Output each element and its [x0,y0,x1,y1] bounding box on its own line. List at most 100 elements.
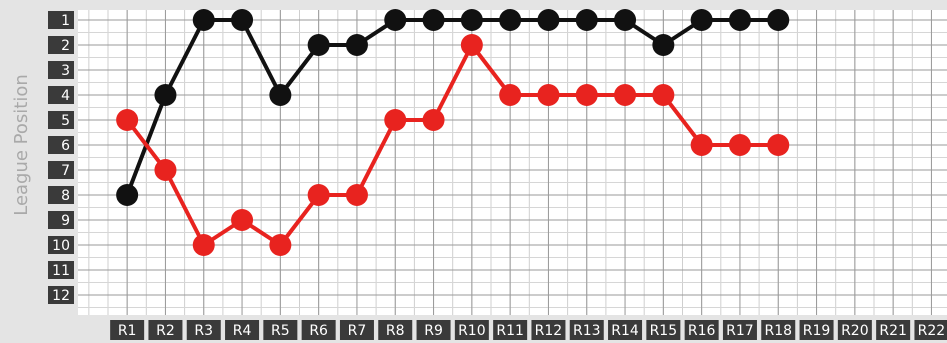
y-tick-box [48,161,74,179]
x-tick-label: R2 [156,323,175,339]
x-tick-box [876,320,911,340]
data-point [269,84,292,106]
x-tick-box [339,320,374,340]
x-tick-box [454,320,489,340]
data-point [307,34,330,56]
y-tick-label: 11 [52,263,70,279]
y-tick-label: 9 [61,213,70,229]
y-tick-label: 3 [61,63,70,79]
data-point [460,9,483,31]
y-tick-box [48,261,74,279]
x-tick-label: R13 [573,323,601,339]
data-point [614,84,637,106]
x-tick-box [837,320,872,340]
x-tick-label: R14 [611,323,639,339]
x-tick-label: R17 [726,323,754,339]
x-tick-box [493,320,528,340]
x-tick-box [148,320,183,340]
y-axis-label: League Position [11,74,32,216]
x-tick-label: R18 [764,323,792,339]
x-tick-label: R10 [458,323,486,339]
x-tick-box [914,320,947,340]
x-tick-label: R7 [348,323,367,339]
data-point [499,9,522,31]
x-tick-label: R6 [309,323,328,339]
x-tick-box [531,320,566,340]
y-tick-box [48,136,74,154]
x-tick-box [569,320,604,340]
x-tick-box [684,320,719,340]
data-point [652,34,675,56]
data-point [537,9,560,31]
x-tick-label: R21 [879,323,907,339]
x-tick-label: R3 [194,323,213,339]
data-point [460,34,483,56]
y-tick-label: 8 [61,188,70,204]
data-point [231,209,254,231]
data-point [575,9,598,31]
data-point [154,159,177,181]
y-tick-box [48,186,74,204]
y-tick-box [48,61,74,79]
data-point [537,84,560,106]
y-tick-box [48,236,74,254]
x-tick-label: R12 [535,323,563,339]
data-point [116,184,139,206]
y-tick-label: 2 [61,38,70,54]
x-tick-box [263,320,298,340]
y-tick-label: 7 [61,163,70,179]
y-tick-label: 4 [61,88,70,104]
x-tick-label: R8 [386,323,405,339]
y-tick-label: 10 [52,238,70,254]
data-point [307,184,330,206]
x-tick-box [416,320,451,340]
data-point [575,84,598,106]
data-point [728,9,751,31]
x-tick-box [378,320,413,340]
y-tick-box [48,211,74,229]
data-point [345,34,368,56]
data-point [384,9,407,31]
x-tick-label: R20 [841,323,869,339]
y-tick-box [48,36,74,54]
data-point [422,9,445,31]
data-point [728,134,751,156]
x-tick-box [110,320,145,340]
data-point [690,9,713,31]
x-tick-box [799,320,834,340]
x-tick-box [646,320,681,340]
y-tick-box [48,86,74,104]
x-tick-label: R5 [271,323,290,339]
data-point [154,84,177,106]
data-point [614,9,637,31]
y-tick-label: 12 [52,288,70,304]
x-tick-box [301,320,336,340]
data-point [345,184,368,206]
y-tick-box [48,286,74,304]
x-tick-label: R19 [803,323,831,339]
data-point [767,9,790,31]
x-tick-label: R15 [650,323,678,339]
x-tick-label: R1 [118,323,137,339]
y-tick-box [48,111,74,129]
data-point [652,84,675,106]
data-point [116,109,139,131]
data-point [384,109,407,131]
data-point [269,234,292,256]
x-tick-label: R11 [496,323,524,339]
data-point [192,234,215,256]
x-tick-box [608,320,643,340]
data-point [192,9,215,31]
y-tick-box [48,11,74,29]
x-tick-label: R16 [688,323,716,339]
x-tick-label: R22 [918,323,946,339]
y-tick-label: 6 [61,138,70,154]
y-tick-label: 5 [61,113,70,129]
x-tick-box [722,320,757,340]
data-point [767,134,790,156]
x-tick-label: R4 [233,323,252,339]
x-tick-box [761,320,796,340]
x-tick-label: R9 [424,323,443,339]
